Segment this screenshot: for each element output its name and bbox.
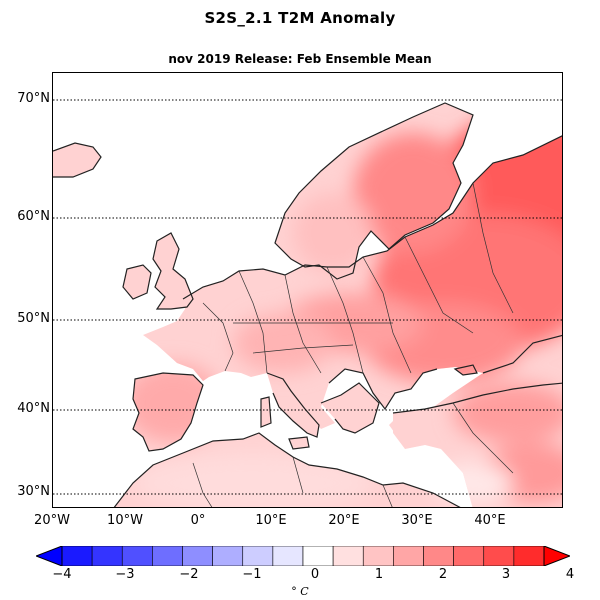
colorbar-tick-minus2: −2	[179, 567, 199, 582]
colorbar-tick-0: 0	[310, 567, 320, 582]
lon-label-30e: 30°E	[401, 513, 433, 528]
colorbar-bin	[332, 546, 364, 566]
colorbar-bin	[121, 546, 153, 566]
colorbar-tick-minus3: −3	[115, 567, 135, 582]
coastlines	[53, 102, 562, 507]
lat-label-60n: 60°N	[17, 209, 50, 224]
colorbar-bin	[302, 546, 334, 566]
anomaly-map	[53, 99, 562, 507]
colorbar-bin	[423, 546, 454, 566]
lon-label-10e: 10°E	[255, 513, 287, 528]
colorbar-bin	[483, 546, 515, 566]
lat-gridlines	[53, 99, 562, 495]
map-panel[interactable]	[52, 72, 563, 508]
colorbar-tick-3: 3	[501, 567, 511, 582]
colorbar-bin	[362, 546, 394, 566]
colorbar-bin	[212, 546, 244, 566]
lon-label-10w: 10°W	[107, 513, 143, 528]
colorbar-bin	[272, 546, 304, 566]
colorbar-min-extend	[36, 546, 63, 566]
lon-label-40e: 40°E	[474, 513, 506, 528]
lon-label-20w: 20°W	[34, 513, 70, 528]
colorbar-unit: ° C	[291, 585, 309, 598]
lon-label-0: 0°	[190, 513, 206, 528]
colorbar-bin	[393, 546, 424, 566]
colorbar-tick-minus1: −1	[242, 567, 262, 582]
colorbar	[36, 546, 570, 566]
lat-label-70n: 70°N	[17, 91, 50, 106]
lat-label-40n: 40°N	[17, 401, 50, 416]
colorbar-bin	[61, 546, 93, 566]
colorbar-bin	[242, 546, 274, 566]
chart-title: S2S_2.1 T2M Anomaly	[204, 9, 396, 27]
country-borders	[192, 182, 514, 507]
colorbar-bin	[453, 546, 485, 566]
colorbar-tick-1: 1	[374, 567, 384, 582]
chart-subtitle: nov 2019 Release: Feb Ensemble Mean	[168, 52, 432, 66]
colorbar-tick-2: 2	[438, 567, 448, 582]
colorbar-tick-minus4: −4	[52, 567, 72, 582]
colorbar-bin	[182, 546, 213, 566]
colorbar-bin	[513, 546, 545, 566]
colorbar-max-extend	[543, 546, 570, 566]
lat-label-30n: 30°N	[17, 484, 50, 499]
lon-label-20e: 20°E	[328, 513, 360, 528]
colorbar-bin	[152, 546, 183, 566]
colorbar-bin	[91, 546, 123, 566]
lat-label-50n: 50°N	[17, 311, 50, 326]
colorbar-tick-4: 4	[565, 567, 575, 582]
